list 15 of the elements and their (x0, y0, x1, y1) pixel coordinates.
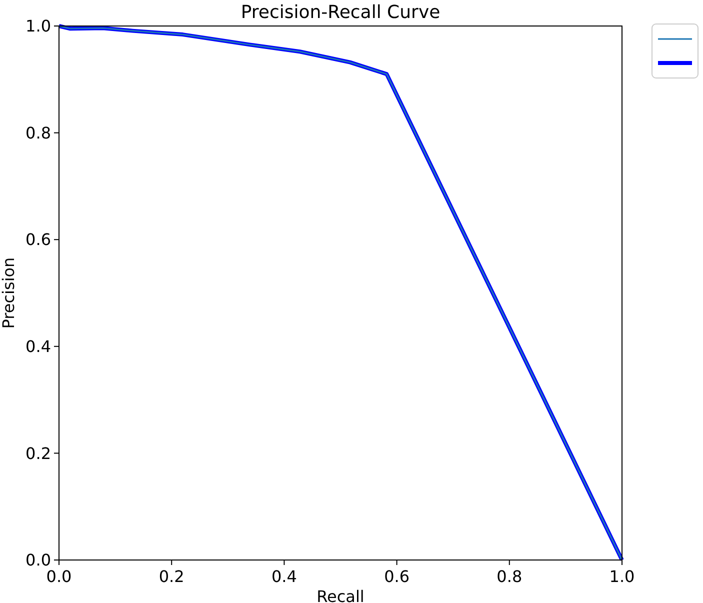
y-tick-label: 0.2 (26, 444, 51, 463)
x-tick-label: 0.0 (46, 567, 72, 586)
x-axis-title: Recall (316, 587, 364, 603)
y-tick-label: 1.0 (26, 16, 51, 36)
y-tick-label: 0.0 (26, 550, 51, 570)
x-tick-label: 0.4 (271, 567, 297, 586)
y-axis-title: Precision (0, 257, 18, 329)
y-tick-label: 0.8 (26, 123, 51, 142)
y-tick-label: 0.4 (26, 337, 51, 356)
x-tick-label: 1.0 (609, 567, 635, 586)
x-tick-label: 0.2 (158, 567, 184, 586)
x-tick-label: 0.8 (496, 567, 522, 586)
x-tick-label: 0.6 (384, 567, 410, 586)
y-tick-label: 0.6 (26, 230, 51, 250)
chart-title: Precision-Recall Curve (240, 2, 440, 23)
